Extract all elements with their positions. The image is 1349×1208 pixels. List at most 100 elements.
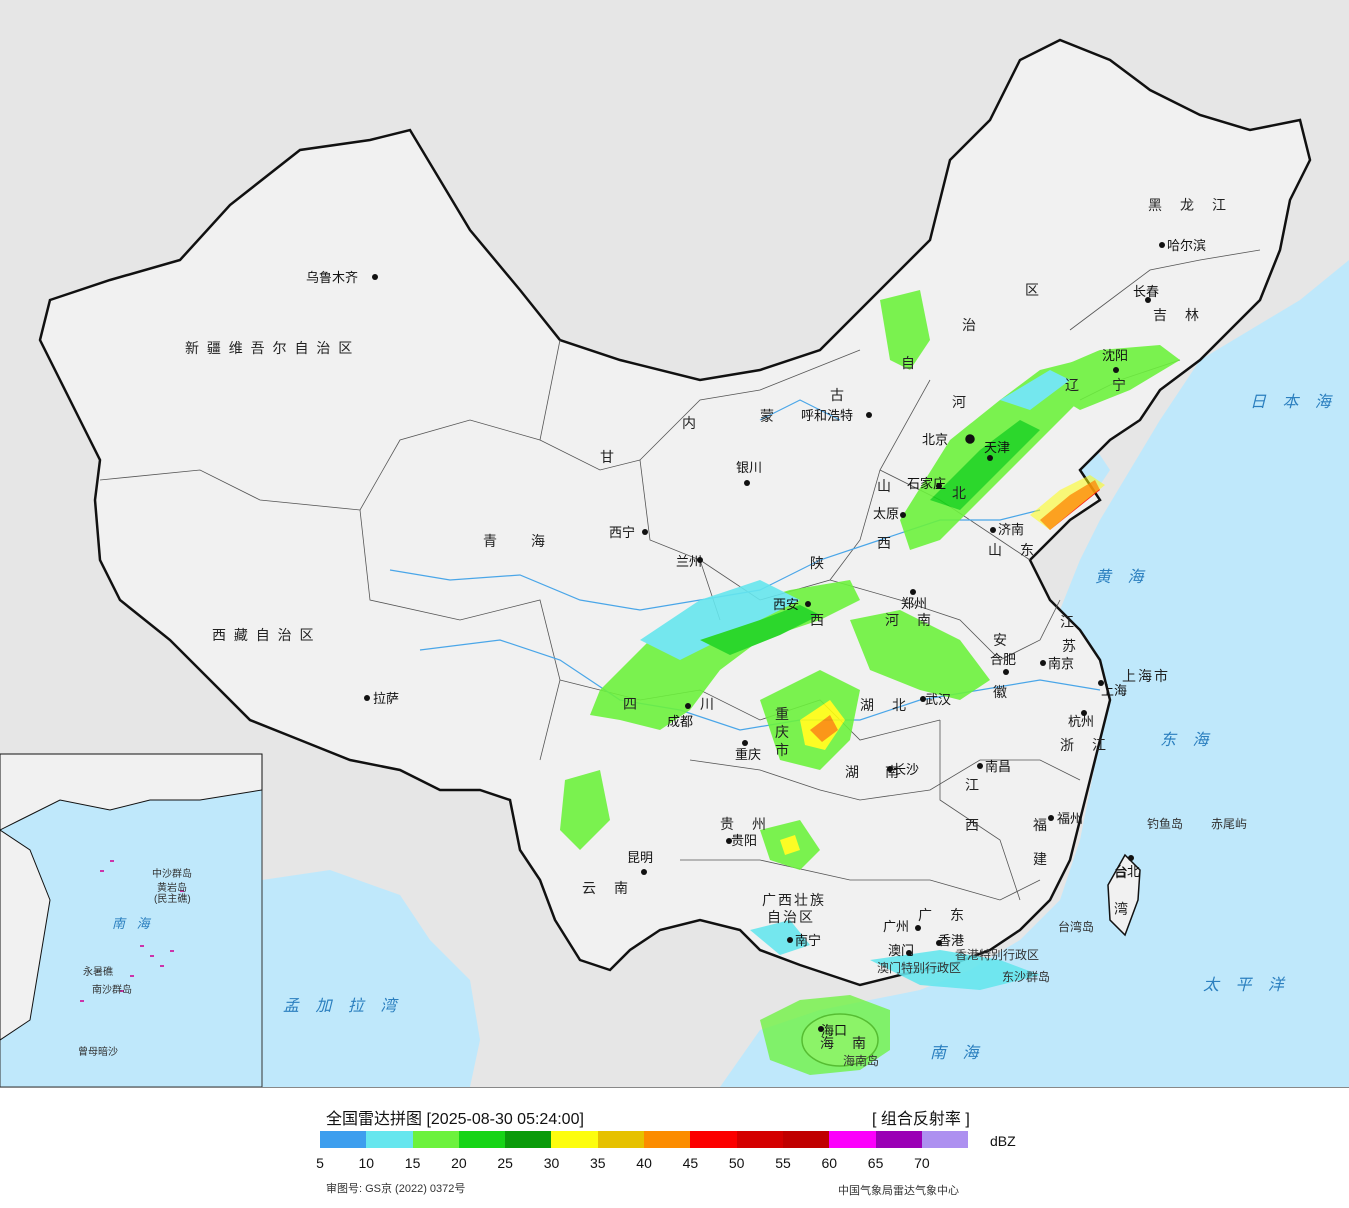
- province-label: 河 南: [885, 612, 933, 628]
- province-label: 内: [682, 415, 698, 431]
- province-label: 河: [952, 394, 968, 410]
- province-label: 陕: [810, 555, 826, 571]
- scale-swatch: [782, 1131, 830, 1148]
- province-label: 苏: [1062, 638, 1078, 654]
- radar-echoes: [560, 290, 1180, 1075]
- city-label: 香港: [938, 933, 964, 948]
- scale-swatch: [690, 1131, 737, 1148]
- province-label: 浙 江: [1060, 737, 1108, 753]
- province-label: 建: [1033, 851, 1049, 867]
- scale-tick: 70: [914, 1155, 930, 1171]
- scale-swatch: [412, 1131, 459, 1148]
- legend-unit: dBZ: [990, 1133, 1016, 1149]
- scale-tick: 45: [682, 1155, 699, 1171]
- province-label: 湖 北: [860, 697, 908, 713]
- scale-tick: 10: [358, 1155, 375, 1171]
- city-label: 南宁: [795, 933, 821, 948]
- province-label: 西: [877, 535, 893, 551]
- city-label: 郑州: [901, 596, 927, 611]
- province-label: 吉 林: [1153, 307, 1201, 323]
- province-label: 山 东: [988, 542, 1036, 558]
- province-label: 四: [623, 696, 639, 712]
- city-label: 杭州: [1068, 714, 1094, 729]
- province-label: 上海市: [1122, 668, 1170, 684]
- province-label: 黑 龙 江: [1148, 197, 1228, 213]
- source-label: 中国气象局雷达气象中心: [838, 1185, 959, 1197]
- province-label: 宁: [1112, 377, 1128, 393]
- city-label: 合肥: [990, 652, 1016, 667]
- province-label: 新 疆 维 吾 尔 自 治 区: [185, 340, 354, 356]
- city-label: 长春: [1133, 284, 1159, 299]
- city-label: 武汉: [925, 692, 951, 707]
- inset-label-zhongsha: 中沙群岛: [152, 867, 192, 880]
- province-label: 广 东: [918, 907, 966, 923]
- province-label: 川: [700, 696, 716, 712]
- scale-swatch: [597, 1131, 645, 1148]
- city-label: 贵阳: [731, 833, 757, 848]
- province-label: 贵 州: [720, 816, 768, 832]
- scale-swatch: [551, 1131, 598, 1148]
- sea-label: 东 海: [1160, 731, 1214, 749]
- city-label: 成都: [667, 714, 693, 729]
- city-label: 西安: [773, 597, 799, 612]
- province-label: 辽: [1065, 377, 1081, 393]
- scale-tick: 20: [451, 1155, 467, 1171]
- province-label: 香港特别行政区: [955, 947, 1039, 962]
- province-label: 江: [1060, 614, 1076, 630]
- inset-label-huangyan: 黄岩岛: [157, 881, 187, 894]
- scale-tick: 60: [821, 1155, 838, 1171]
- province-label: 广西壮族: [762, 892, 826, 908]
- sea-label: 南 海: [930, 1044, 984, 1062]
- province-label: 庆: [775, 724, 791, 740]
- scale-swatch: [875, 1131, 922, 1148]
- province-label: 湾: [1114, 901, 1130, 917]
- legend-title: 全国雷达拼图 [2025-08-30 05:24:00]: [326, 1111, 584, 1128]
- inset-south-china-sea: 中沙群岛 黄岩岛 (民主礁) 南 海 永暑礁 南沙群岛 曾母暗沙: [0, 753, 263, 1087]
- city-label: 沈阳: [1102, 348, 1128, 363]
- scale-tick: 15: [404, 1155, 421, 1171]
- province-label: 自: [901, 355, 917, 371]
- scale-tick: 30: [543, 1155, 560, 1171]
- china-land: [38, 38, 1312, 987]
- province-label: 甘: [600, 449, 616, 465]
- island-labels: 钓鱼岛 赤尾屿 台湾岛 东沙群岛 海南岛: [843, 816, 1247, 1068]
- province-labels: 新 疆 维 吾 尔 自 治 区 西 藏 自 治 区 青 海 甘 内 蒙 古 自 …: [185, 197, 1228, 1051]
- city-label: 拉萨: [373, 691, 399, 706]
- city-label: 台北: [1114, 864, 1140, 879]
- scale-tick: 65: [867, 1155, 884, 1171]
- color-scale: [320, 1131, 969, 1148]
- province-label: 安: [993, 632, 1009, 648]
- legend-product: [ 组合反射率 ]: [872, 1111, 970, 1128]
- bay-of-bengal-area: [262, 870, 480, 1087]
- province-label: 徽: [993, 684, 1009, 700]
- city-label: 济南: [998, 522, 1024, 537]
- sea-labels: 日 本 海 黄 海 东 海 太 平 洋 南 海 孟 加 拉 湾: [283, 393, 1331, 1062]
- island-label: 台湾岛: [1058, 919, 1094, 934]
- province-label: 蒙: [760, 408, 776, 424]
- inset-label-yongshu: 永暑礁: [83, 965, 113, 978]
- province-label: 西 藏 自 治 区: [212, 627, 316, 643]
- city-label: 乌鲁木齐: [306, 270, 358, 285]
- map-canvas: 中沙群岛 黄岩岛 (民主礁) 南 海 永暑礁 南沙群岛 曾母暗沙 新 疆 维 吾…: [0, 38, 1349, 1087]
- province-label: 青 海: [483, 533, 547, 549]
- city-label: 银川: [736, 460, 762, 475]
- province-label: 西: [810, 612, 826, 628]
- east-sea-area: [720, 260, 1349, 1087]
- scale-swatch: [736, 1131, 783, 1148]
- city-label: 长沙: [893, 762, 919, 777]
- taiwan-island: [1107, 853, 1141, 937]
- city-label: 太原: [873, 506, 899, 521]
- scale-swatch: [366, 1131, 413, 1148]
- sea-label: 太 平 洋: [1203, 976, 1290, 994]
- island-label: 赤尾屿: [1211, 817, 1247, 831]
- scale-tick: 50: [728, 1155, 745, 1171]
- scale-tick: 35: [590, 1155, 606, 1171]
- scale-swatch: [505, 1131, 552, 1148]
- province-label: 台: [1114, 864, 1130, 880]
- city-label: 兰州: [676, 554, 702, 569]
- province-label: 江: [965, 777, 981, 793]
- legend-panel: 全国雷达拼图 [2025-08-30 05:24:00] [ 组合反射率 ] d…: [0, 1088, 1349, 1208]
- city-label: 上海: [1101, 683, 1127, 698]
- sea-label: 孟 加 拉 湾: [283, 997, 402, 1015]
- city-label: 澳门: [888, 943, 914, 958]
